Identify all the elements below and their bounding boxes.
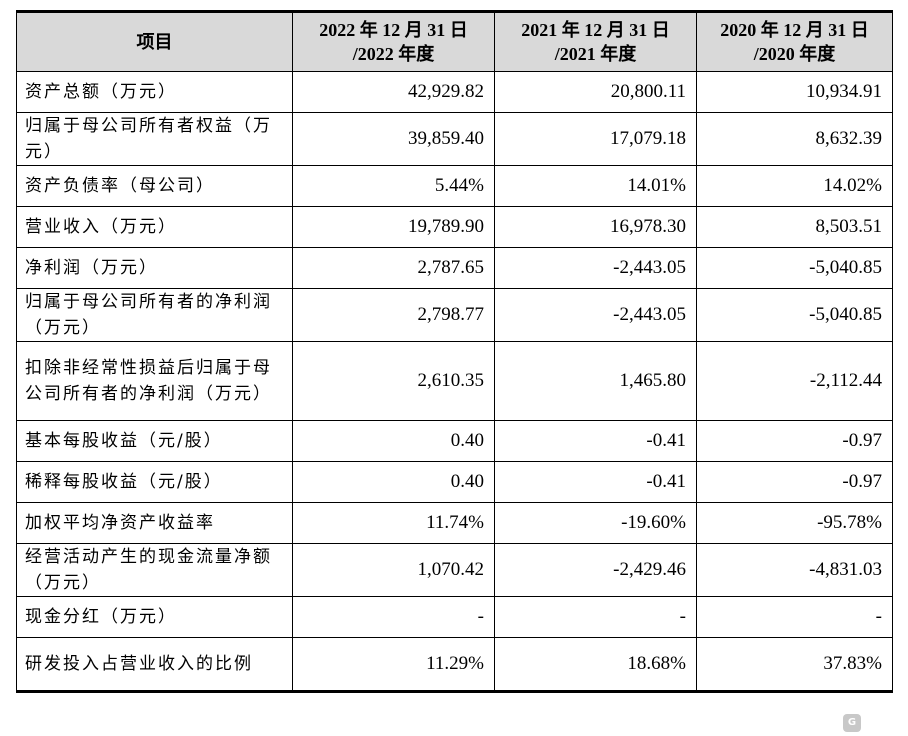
table-row: 稀释每股收益（元/股） 0.40 -0.41 -0.97 [16,461,893,503]
value-2021: 18.68% [494,637,697,692]
financial-table-container: 项目 2022 年 12 月 31 日 /2022 年度 2021 年 12 月… [16,10,893,693]
financial-indicators-table: 项目 2022 年 12 月 31 日 /2022 年度 2021 年 12 月… [16,10,893,693]
value-2021: -2,443.05 [494,247,697,289]
value-2022: 39,859.40 [292,112,495,166]
value-2022: 2,610.35 [292,341,495,421]
value-2022: 11.74% [292,502,495,544]
header-item: 项目 [16,11,293,72]
value-2020: 8,503.51 [696,206,893,248]
table-row: 现金分红（万元） - - - [16,596,893,638]
row-label: 营业收入（万元） [16,206,293,248]
row-label: 净利润（万元） [16,247,293,289]
header-2021: 2021 年 12 月 31 日 /2021 年度 [494,11,697,72]
value-2020: -5,040.85 [696,247,893,289]
value-2021: 14.01% [494,165,697,207]
value-2022: - [292,596,495,638]
table-row: 加权平均净资产收益率 11.74% -19.60% -95.78% [16,502,893,544]
header-2020: 2020 年 12 月 31 日 /2020 年度 [696,11,893,72]
value-2020: -95.78% [696,502,893,544]
row-label: 经营活动产生的现金流量净额（万元） [16,543,293,597]
value-2021: 17,079.18 [494,112,697,166]
value-2020: 14.02% [696,165,893,207]
value-2022: 2,798.77 [292,288,495,342]
value-2020: -2,112.44 [696,341,893,421]
value-2020: 37.83% [696,637,893,692]
value-2021: -0.41 [494,461,697,503]
value-2021: -2,443.05 [494,288,697,342]
row-label: 加权平均净资产收益率 [16,502,293,544]
table-row: 归属于母公司所有者的净利润（万元） 2,798.77 -2,443.05 -5,… [16,288,893,342]
table-row: 资产负债率（母公司） 5.44% 14.01% 14.02% [16,165,893,207]
table-row: 资产总额（万元） 42,929.82 20,800.11 10,934.91 [16,71,893,113]
table-header-row: 项目 2022 年 12 月 31 日 /2022 年度 2021 年 12 月… [16,11,893,72]
table-row: 基本每股收益（元/股） 0.40 -0.41 -0.97 [16,420,893,462]
row-label: 现金分红（万元） [16,596,293,638]
row-label: 归属于母公司所有者权益（万元） [16,112,293,166]
value-2020: 10,934.91 [696,71,893,113]
table-row: 营业收入（万元） 19,789.90 16,978.30 8,503.51 [16,206,893,248]
value-2020: -4,831.03 [696,543,893,597]
value-2022: 5.44% [292,165,495,207]
row-label: 扣除非经常性损益后归属于母公司所有者的净利润（万元） [16,341,293,421]
value-2022: 2,787.65 [292,247,495,289]
watermark-text: 格隆汇 [864,717,904,732]
table-row: 扣除非经常性损益后归属于母公司所有者的净利润（万元） 2,610.35 1,46… [16,341,893,421]
watermark: G 格隆汇 [842,713,904,732]
table-row: 净利润（万元） 2,787.65 -2,443.05 -5,040.85 [16,247,893,289]
row-label: 稀释每股收益（元/股） [16,461,293,503]
table-row: 归属于母公司所有者权益（万元） 39,859.40 17,079.18 8,63… [16,112,893,166]
header-2022: 2022 年 12 月 31 日 /2022 年度 [292,11,495,72]
value-2020: - [696,596,893,638]
row-label: 资产负债率（母公司） [16,165,293,207]
value-2021: - [494,596,697,638]
value-2022: 1,070.42 [292,543,495,597]
row-label: 资产总额（万元） [16,71,293,113]
row-label: 研发投入占营业收入的比例 [16,637,293,692]
watermark-logo-icon: G [842,713,861,732]
value-2022: 0.40 [292,420,495,462]
table-row: 经营活动产生的现金流量净额（万元） 1,070.42 -2,429.46 -4,… [16,543,893,597]
value-2021: 1,465.80 [494,341,697,421]
value-2022: 42,929.82 [292,71,495,113]
value-2022: 11.29% [292,637,495,692]
value-2022: 0.40 [292,461,495,503]
value-2020: -5,040.85 [696,288,893,342]
value-2021: 20,800.11 [494,71,697,113]
value-2020: 8,632.39 [696,112,893,166]
table-row: 研发投入占营业收入的比例 11.29% 18.68% 37.83% [16,637,893,692]
value-2021: -19.60% [494,502,697,544]
value-2022: 19,789.90 [292,206,495,248]
row-label: 基本每股收益（元/股） [16,420,293,462]
row-label: 归属于母公司所有者的净利润（万元） [16,288,293,342]
value-2021: -0.41 [494,420,697,462]
value-2021: -2,429.46 [494,543,697,597]
value-2020: -0.97 [696,461,893,503]
value-2021: 16,978.30 [494,206,697,248]
value-2020: -0.97 [696,420,893,462]
